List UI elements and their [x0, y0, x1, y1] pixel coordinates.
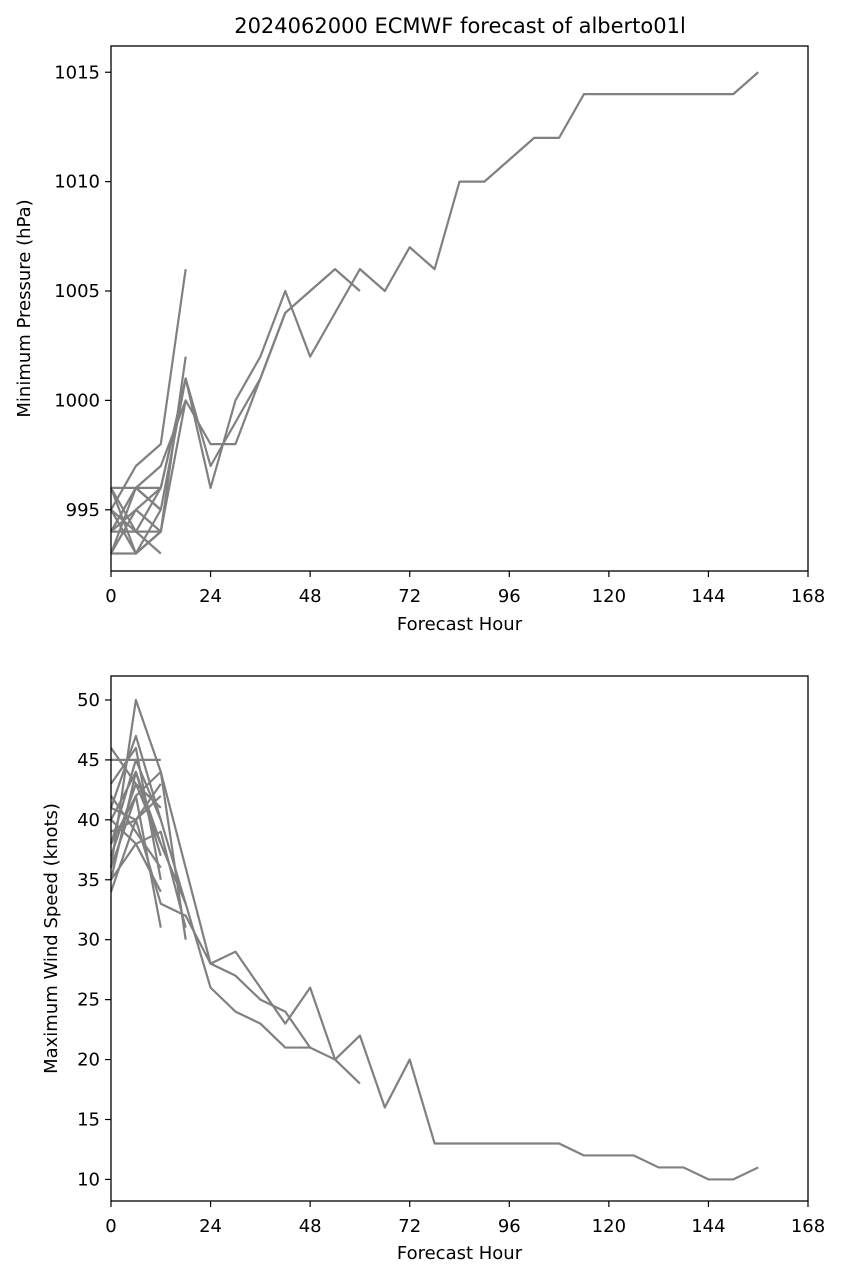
pressure-series-line-4 — [111, 312, 287, 555]
wind-series-line-2 — [109, 698, 312, 1049]
pressure-x-tick-label: 72 — [398, 586, 421, 607]
pressure-x-axis-label: Forecast Hour — [397, 614, 523, 635]
wind-series-line-17 — [110, 795, 162, 821]
wind-axes-frame — [110, 675, 809, 1202]
wind-y-tick-label: 35 — [77, 870, 100, 891]
wind-x-tick-label: 96 — [498, 1216, 521, 1237]
pressure-x-tick-label: 168 — [791, 586, 825, 607]
pressure-y-tick-label: 1015 — [54, 62, 100, 83]
pressure-x-tick-label: 48 — [299, 586, 322, 607]
wind-series-line-16 — [110, 746, 162, 880]
pressure-y-tick-label: 1010 — [54, 172, 100, 193]
pressure-y-tick-label: 995 — [66, 500, 100, 521]
chart-title: 2024062000 ECMWF forecast of alberto01l — [234, 14, 686, 38]
pressure-series-line-2 — [111, 71, 759, 489]
wind-y-tick-label: 10 — [77, 1169, 100, 1190]
wind-series-group — [109, 698, 759, 1181]
pressure-series-line-11 — [110, 509, 162, 555]
pressure-series-line-13 — [110, 486, 162, 533]
wind-x-tick-label: 72 — [398, 1216, 421, 1237]
pressure-series-group — [109, 71, 759, 555]
wind-x-axis-label: Forecast Hour — [397, 1243, 523, 1264]
pressure-y-tick-label: 1005 — [54, 281, 100, 302]
wind-y-tick-label: 40 — [77, 810, 100, 831]
pressure-panel: 0 24 48 72 96 120 144 168 995 1000 1005 1010 1015 For… — [14, 45, 825, 635]
wind-y-tick-label: 30 — [77, 930, 100, 951]
wind-y-tick-label: 45 — [77, 750, 100, 771]
pressure-y-tick-label: 1000 — [54, 390, 100, 411]
wind-series-line-14 — [110, 819, 187, 928]
wind-x-tick-label: 0 — [105, 1216, 116, 1237]
wind-y-tick-label: 15 — [77, 1109, 100, 1130]
wind-x-tick-label: 168 — [791, 1216, 825, 1237]
wind-series-line-1 — [109, 818, 759, 1181]
wind-y-axis-label: Maximum Wind Speed (knots) — [41, 803, 62, 1074]
wind-y-tick-label: 50 — [77, 690, 100, 711]
pressure-series-line-12 — [110, 487, 162, 555]
wind-y-tick-label: 25 — [77, 990, 100, 1011]
wind-x-tick-label: 48 — [299, 1216, 322, 1237]
pressure-x-tick-label: 24 — [199, 586, 222, 607]
pressure-x-tick-label: 96 — [498, 586, 521, 607]
wind-x-tick-label: 24 — [199, 1216, 222, 1237]
pressure-x-tick-label: 0 — [105, 586, 116, 607]
wind-panel: 0 24 48 72 96 120 144 168 10 15 20 25 30 35 40 45 50 Fore… — [41, 675, 825, 1264]
wind-series-line-11 — [109, 782, 162, 857]
wind-series-line-10 — [109, 734, 162, 821]
wind-x-tick-label: 120 — [592, 1216, 626, 1237]
wind-x-tick-label: 144 — [691, 1216, 725, 1237]
pressure-x-tick-label: 120 — [592, 586, 626, 607]
pressure-series-line-3 — [110, 268, 361, 533]
wind-y-tick-label: 20 — [77, 1050, 100, 1071]
pressure-x-tick-label: 144 — [691, 586, 725, 607]
pressure-y-axis-label: Minimum Pressure (hPa) — [14, 199, 35, 417]
wind-series-line-7 — [110, 795, 162, 869]
pressure-axes-frame — [110, 45, 809, 572]
